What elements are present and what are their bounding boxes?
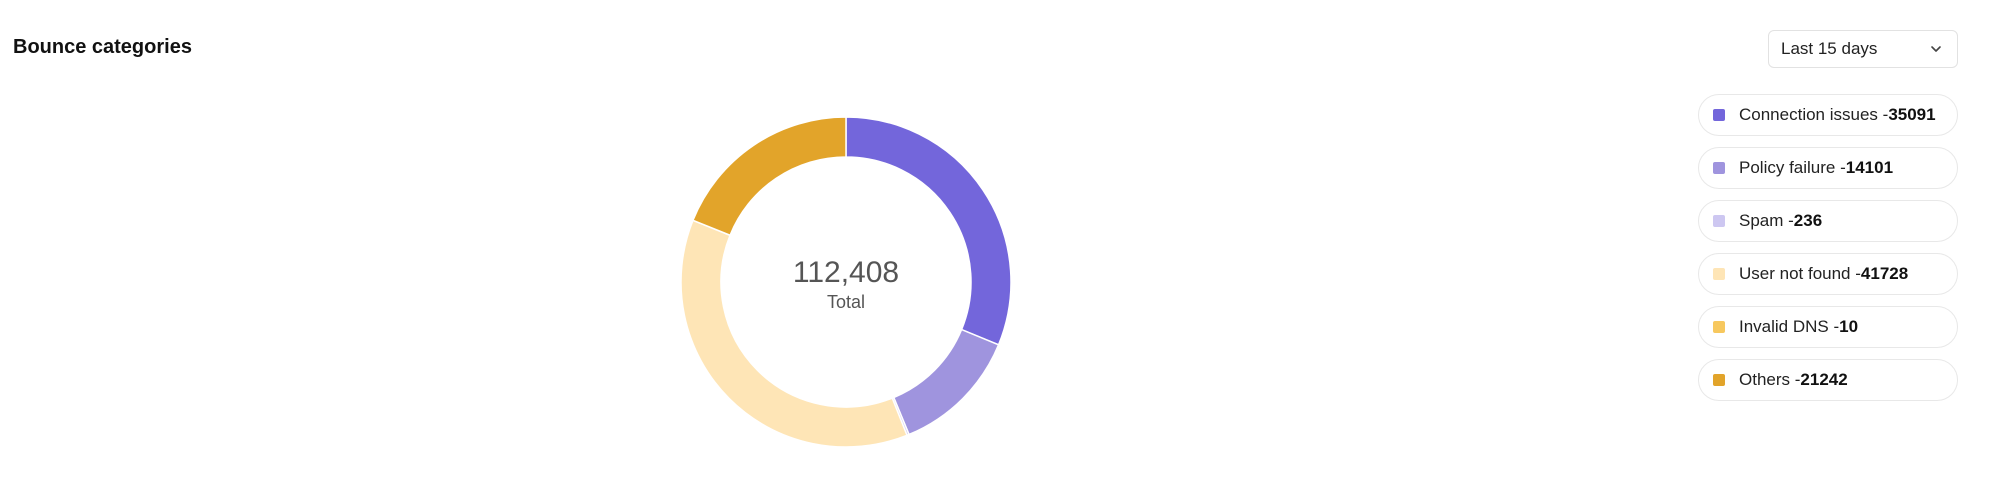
donut-slice-policy-failure[interactable]: [892, 328, 1000, 436]
legend-item-spam[interactable]: Spam - 236: [1698, 200, 1958, 242]
legend-label: Connection issues -: [1739, 105, 1889, 124]
donut-slices: [680, 116, 1012, 448]
legend-label: Others -: [1739, 370, 1801, 389]
donut-slice-connection-issues[interactable]: [845, 116, 1012, 346]
legend-swatch: [1713, 321, 1725, 333]
legend-item-policy-failure[interactable]: Policy failure - 14101: [1698, 147, 1958, 189]
legend-value: 14101: [1845, 158, 1894, 177]
legend-value: 21242: [1800, 370, 1848, 389]
legend-label: Spam -: [1739, 211, 1794, 230]
donut-chart-svg: 112,408 Total: [680, 116, 1012, 448]
legend-item-others[interactable]: Others - 21242: [1698, 359, 1958, 401]
legend-value: 10: [1839, 317, 1859, 336]
legend-swatch: [1713, 162, 1725, 174]
donut-slice-user-not-found[interactable]: [680, 219, 908, 448]
legend-item-connection-issues[interactable]: Connection issues - 35091: [1698, 94, 1958, 136]
donut-total-label: Total: [827, 292, 865, 312]
legend-swatch: [1713, 109, 1725, 121]
legend-value: 41728: [1860, 264, 1909, 283]
legend-item-invalid-dns[interactable]: Invalid DNS - 10: [1698, 306, 1958, 348]
donut-slice-others[interactable]: [692, 116, 847, 237]
page-title: Bounce categories: [13, 36, 192, 58]
chart-legend: Connection issues - 35091 Policy failure …: [1698, 94, 1958, 401]
date-range-select[interactable]: Last 15 days: [1768, 30, 1958, 68]
legend-value: 35091: [1888, 105, 1936, 124]
donut-total-value: 112,408: [793, 256, 899, 289]
legend-item-user-not-found[interactable]: User not found - 41728: [1698, 253, 1958, 295]
legend-value: 236: [1793, 211, 1823, 230]
legend-swatch: [1713, 374, 1725, 386]
legend-label: Policy failure -: [1739, 158, 1846, 177]
chevron-down-icon: [1931, 46, 1941, 52]
legend-swatch: [1713, 215, 1725, 227]
legend-swatch: [1713, 268, 1725, 280]
legend-label: User not found -: [1739, 264, 1861, 283]
date-range-value: Last 15 days: [1781, 39, 1878, 58]
legend-label: Invalid DNS -: [1739, 317, 1840, 336]
donut-chart: 112,408 Total: [680, 116, 1012, 448]
